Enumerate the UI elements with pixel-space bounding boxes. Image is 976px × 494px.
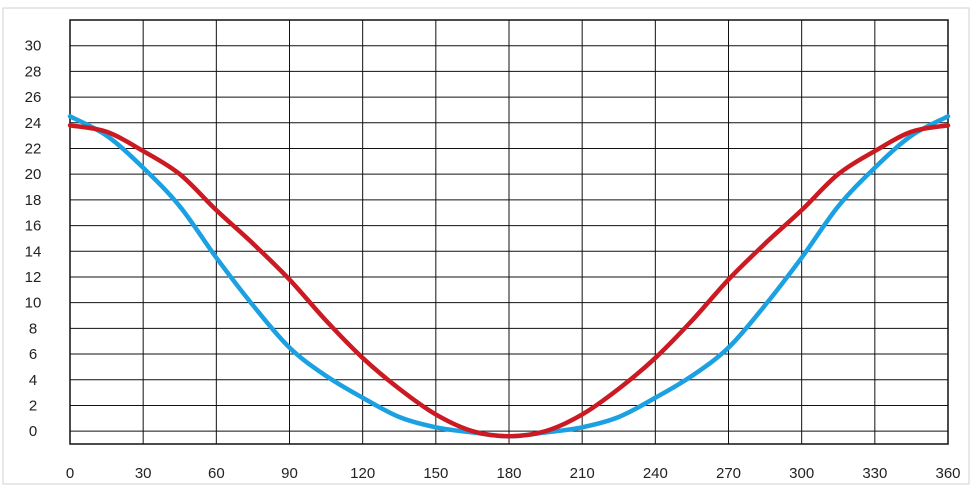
x-tick-label: 120 — [350, 465, 375, 482]
y-tick-label: 18 — [25, 192, 42, 209]
y-tick-label: 22 — [25, 140, 42, 157]
y-tick-label: 30 — [25, 38, 42, 55]
y-tick-label: 20 — [25, 166, 42, 183]
series-group — [67, 114, 951, 439]
y-tick-label: 12 — [25, 269, 42, 286]
x-tick-label: 180 — [496, 465, 521, 482]
y-tick-label: 8 — [29, 320, 37, 337]
y-tick-label: 14 — [25, 243, 42, 260]
y-tick-label: 24 — [25, 115, 42, 132]
x-tick-label: 60 — [208, 465, 225, 482]
x-tick-label: 300 — [789, 465, 814, 482]
x-tick-label: 30 — [135, 465, 152, 482]
x-axis-ticks: 0 30 60 90 120 150 180 210 240 270 300 330 360 — [66, 465, 961, 482]
x-tick-label: 90 — [281, 465, 298, 482]
y-tick-label: 0 — [29, 423, 37, 440]
y-tick-label: 4 — [29, 372, 37, 389]
y-tick-label: 6 — [29, 346, 37, 363]
y-tick-label: 10 — [25, 295, 42, 312]
x-tick-label: 330 — [862, 465, 887, 482]
y-tick-label: 26 — [25, 89, 42, 106]
x-tick-label: 0 — [66, 465, 74, 482]
x-tick-label: 360 — [935, 465, 960, 482]
page-frame — [2, 7, 970, 485]
x-tick-label: 240 — [643, 465, 668, 482]
x-tick-label: 270 — [716, 465, 741, 482]
grid — [69, 19, 949, 445]
y-tick-label: 16 — [25, 218, 42, 235]
x-tick-label: 150 — [423, 465, 448, 482]
y-tick-label: 2 — [29, 397, 37, 414]
x-tick-label: 210 — [570, 465, 595, 482]
series-line-2 — [67, 123, 951, 439]
y-tick-label: 28 — [25, 63, 42, 80]
